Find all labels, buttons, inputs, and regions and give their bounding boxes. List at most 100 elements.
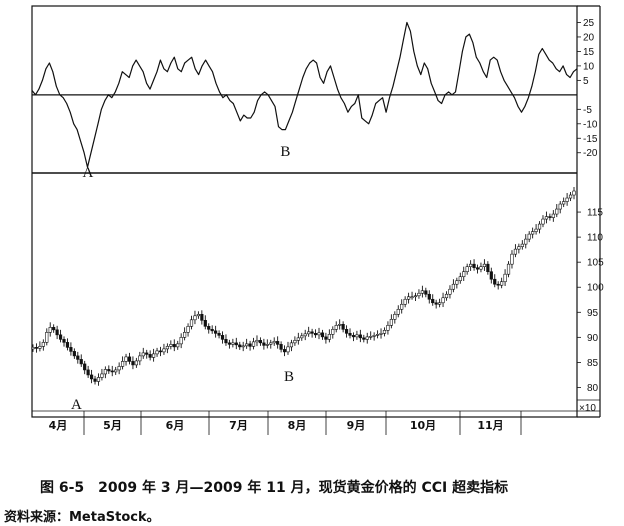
candle-body <box>138 355 142 362</box>
cci-point <box>455 91 456 93</box>
cci-point <box>548 59 550 61</box>
cci-point <box>392 85 394 87</box>
candle-body <box>152 353 156 358</box>
candle-body <box>114 369 118 373</box>
month-tick-label: 5月 <box>103 419 122 432</box>
candle-body <box>96 377 101 382</box>
candle-body <box>562 201 566 205</box>
candle-body <box>572 190 576 196</box>
cci-point <box>104 100 106 101</box>
cci-point <box>239 120 241 122</box>
price-panel: 115 110 105 100 95 90 85 80 <box>31 187 604 394</box>
candle-body <box>214 330 218 334</box>
candle-body <box>34 347 39 349</box>
candle-body <box>351 335 356 338</box>
cci-point <box>198 74 199 75</box>
cci-point <box>389 97 390 99</box>
cci-point <box>285 129 286 130</box>
candle-body <box>369 336 373 338</box>
cci-point <box>371 114 373 116</box>
candle-body <box>493 278 497 285</box>
candle-body <box>55 329 59 336</box>
cci-point <box>479 62 481 64</box>
candle-body <box>424 290 428 295</box>
candle-body <box>555 208 559 215</box>
candle-body <box>62 339 66 343</box>
cci-point <box>319 77 321 78</box>
cci-point <box>111 97 113 99</box>
cci-point <box>475 56 477 58</box>
cci-point <box>538 53 540 55</box>
candle-body <box>320 332 325 338</box>
cci-point <box>257 100 258 101</box>
price-tick-label: 85 <box>587 358 599 369</box>
cci-point <box>59 94 61 96</box>
cci-point <box>31 90 33 91</box>
candle-body <box>258 340 263 344</box>
candle-body <box>200 313 204 321</box>
cci-point <box>246 117 248 119</box>
cci-point <box>555 68 557 70</box>
candle-body <box>393 313 397 320</box>
candle-body <box>317 332 321 336</box>
cci-point <box>340 97 342 99</box>
candle-body <box>534 228 538 232</box>
candle-body <box>234 342 238 346</box>
candle-body <box>503 273 507 283</box>
candle-body <box>196 313 201 317</box>
cci-point <box>569 77 571 78</box>
candle-body <box>431 298 435 304</box>
candle-body <box>462 271 466 278</box>
cci-point <box>135 59 137 61</box>
candle-body <box>203 320 207 327</box>
cci-point <box>90 152 92 154</box>
candle-body <box>86 369 90 376</box>
candle-body <box>255 340 259 343</box>
candle-body <box>58 334 63 340</box>
candle-body <box>544 216 549 220</box>
cci-tick-label: -15 <box>583 134 598 145</box>
cci-point <box>396 71 397 73</box>
candle-body <box>251 341 256 347</box>
candle-body <box>541 218 545 225</box>
price-point-b-label: B <box>284 369 294 385</box>
candle-body <box>134 360 138 366</box>
candle-body <box>124 356 128 362</box>
cci-point <box>139 65 140 67</box>
price-tick-label: 115 <box>587 208 603 219</box>
cci-point <box>378 100 380 101</box>
candle-body <box>475 267 480 270</box>
candle-body <box>375 334 380 336</box>
cci-point <box>142 71 144 73</box>
candle-body <box>324 336 328 340</box>
cci-point <box>545 53 547 55</box>
cci-tick-label: -5 <box>583 105 592 116</box>
candle-body <box>338 324 342 326</box>
cci-point <box>486 77 488 78</box>
cci-tick-label: 10 <box>583 61 595 72</box>
candle-body <box>496 283 500 286</box>
cci-point <box>316 62 317 64</box>
cci-point <box>326 71 328 73</box>
cci-point <box>35 94 36 96</box>
cci-point <box>132 65 134 67</box>
candle-body <box>103 369 107 375</box>
cci-point <box>187 59 189 61</box>
cci-point <box>222 97 224 99</box>
month-tick-label: 10月 <box>410 419 436 432</box>
cci-tick-label: 5 <box>583 76 589 87</box>
cci-point <box>302 77 304 78</box>
cci-point <box>62 97 64 99</box>
cci-point <box>399 56 401 58</box>
cci-point <box>531 85 533 87</box>
candle-body <box>410 296 414 299</box>
month-tick-label: 9月 <box>347 419 366 432</box>
cci-point <box>264 91 265 93</box>
cci-point <box>500 71 501 73</box>
cci-point <box>323 82 324 84</box>
candle-body <box>479 266 483 270</box>
cci-point <box>128 77 130 78</box>
cci-point <box>333 77 335 78</box>
cci-point <box>576 68 578 70</box>
